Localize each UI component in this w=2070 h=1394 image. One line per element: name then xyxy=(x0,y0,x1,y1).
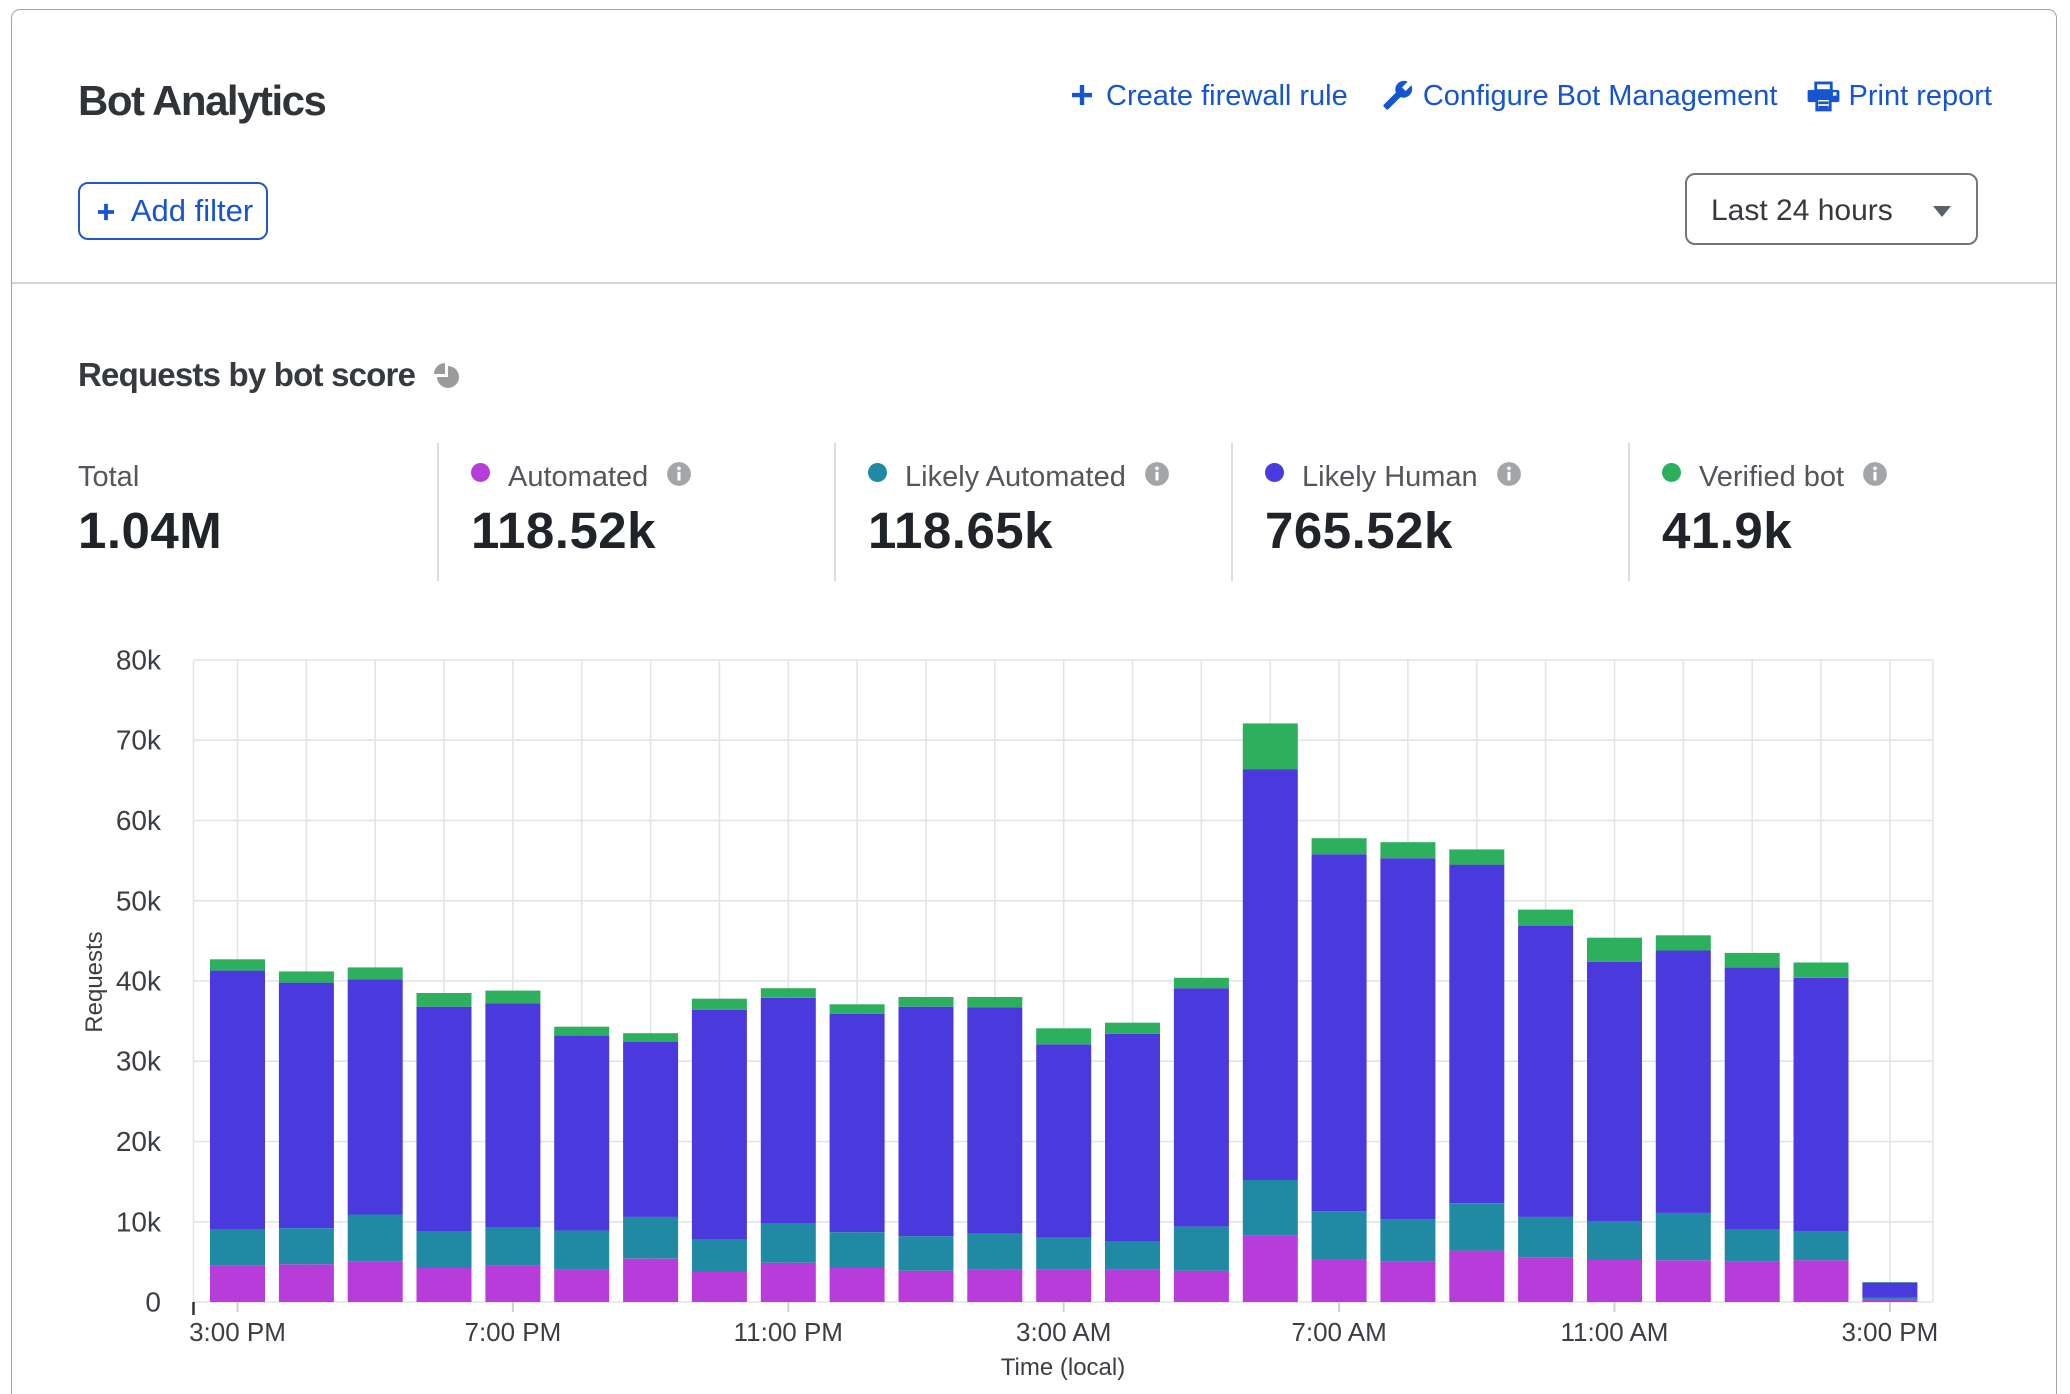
svg-text:20k: 20k xyxy=(116,1126,162,1157)
svg-text:7:00 AM: 7:00 AM xyxy=(1291,1317,1386,1347)
svg-text:60k: 60k xyxy=(116,805,162,836)
svg-text:30k: 30k xyxy=(116,1046,162,1077)
svg-text:Requests: Requests xyxy=(81,931,108,1032)
svg-text:11:00 PM: 11:00 PM xyxy=(734,1317,843,1347)
svg-text:3:00 AM: 3:00 AM xyxy=(1016,1317,1111,1347)
svg-text:10k: 10k xyxy=(116,1206,162,1237)
svg-text:70k: 70k xyxy=(116,725,162,756)
svg-text:3:00 PM: 3:00 PM xyxy=(189,1317,286,1347)
svg-text:40k: 40k xyxy=(116,966,162,997)
svg-text:0: 0 xyxy=(145,1287,161,1318)
svg-text:50k: 50k xyxy=(116,885,162,916)
svg-text:Time (local): Time (local) xyxy=(1001,1354,1125,1381)
svg-text:7:00 PM: 7:00 PM xyxy=(464,1317,561,1347)
svg-text:80k: 80k xyxy=(116,645,162,676)
svg-text:3:00 PM: 3:00 PM xyxy=(1841,1317,1938,1347)
svg-text:11:00 AM: 11:00 AM xyxy=(1561,1317,1669,1347)
